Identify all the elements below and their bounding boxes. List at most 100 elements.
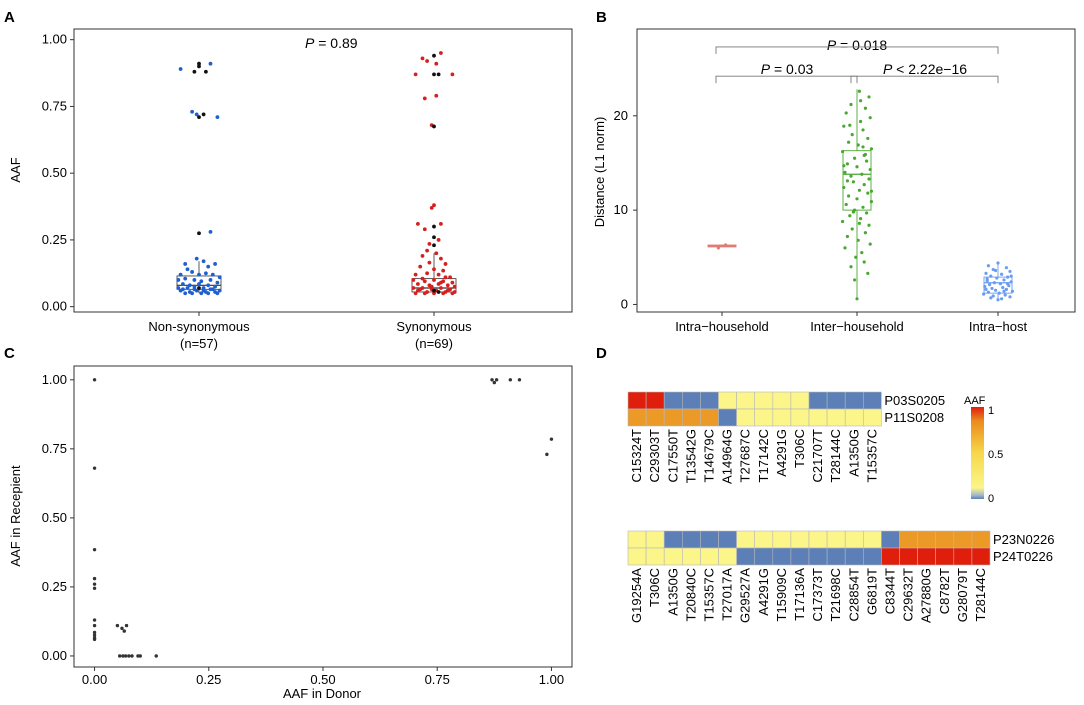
data-point <box>197 286 201 290</box>
data-point <box>716 246 721 250</box>
data-point <box>1009 280 1013 284</box>
heatmap-cell <box>736 391 755 410</box>
panel-b-plot <box>707 89 1015 302</box>
data-point <box>983 284 987 289</box>
data-point <box>92 547 97 552</box>
heatmap-cell <box>754 530 774 549</box>
data-point <box>1004 266 1009 270</box>
heatmap-cell <box>681 530 701 549</box>
data-point <box>420 254 425 258</box>
panel-a-plot <box>176 51 457 296</box>
heatmap-cell <box>627 547 647 566</box>
heatmap-cell <box>790 530 810 549</box>
heatmap-cell <box>971 547 991 566</box>
heatmap-cell <box>718 408 737 427</box>
data-point <box>420 56 425 61</box>
panel-b: B Distance (L1 norm) 0 10 20 Intra−househo… <box>592 9 1076 334</box>
heatmap-column-label: C8344T <box>882 568 897 614</box>
data-point <box>436 290 441 294</box>
heatmap-cell <box>627 530 647 549</box>
data-point <box>436 238 441 242</box>
heatmap-column-label: G6819T <box>864 568 879 615</box>
data-point <box>413 291 418 296</box>
data-point <box>439 221 443 226</box>
data-point <box>416 221 420 226</box>
heatmap-column-label: A27880G <box>919 568 934 623</box>
data-point <box>206 283 211 288</box>
heatmap-cell <box>663 391 683 410</box>
x-tick-label-intra-household: Intra−household <box>675 319 769 334</box>
panel-b-letter: B <box>596 9 607 26</box>
data-point <box>123 654 128 658</box>
heatmap-cell <box>808 547 828 566</box>
data-point <box>183 276 188 281</box>
data-point <box>862 183 866 187</box>
heatmap-column-label: T15357C <box>864 429 879 482</box>
data-point <box>841 219 845 224</box>
aaf-color-legend: AAF 1 0.5 0 <box>964 395 1003 505</box>
data-point <box>413 72 418 77</box>
data-point <box>450 291 455 296</box>
data-point <box>117 654 122 658</box>
data-point <box>849 102 853 107</box>
data-point <box>843 170 847 174</box>
heatmap-row-label: P24T0226 <box>993 549 1053 564</box>
legend-max-label: 1 <box>988 405 994 417</box>
data-point <box>208 230 213 234</box>
heatmap-cell <box>826 408 846 427</box>
heatmap-cell <box>736 408 755 427</box>
data-point <box>991 294 995 298</box>
data-point <box>181 287 185 292</box>
data-point <box>418 287 423 292</box>
data-point <box>861 128 865 132</box>
box <box>842 150 872 211</box>
bracket-p-value: < 2.22e−16 <box>892 61 967 77</box>
x-tick-label: 0.00 <box>82 672 107 687</box>
data-point <box>194 288 199 293</box>
data-point <box>201 259 206 264</box>
x-tick-label: 1.00 <box>539 672 564 687</box>
data-point <box>1006 275 1010 279</box>
heatmap-cell <box>627 391 647 410</box>
data-point <box>869 147 874 151</box>
heatmap-cell <box>826 547 846 566</box>
heatmap-cell <box>700 408 719 427</box>
data-point <box>1006 282 1010 286</box>
heatmap-cell <box>790 547 810 566</box>
data-point <box>436 72 441 77</box>
heatmap-row-label: P23N0226 <box>993 532 1054 547</box>
data-point <box>849 174 853 178</box>
heatmap-cell <box>772 391 792 410</box>
heatmap-cell <box>700 391 719 410</box>
heatmap-cell <box>790 391 810 410</box>
data-point <box>181 282 185 286</box>
heatmap-column-label: T15909C <box>774 568 789 621</box>
data-point <box>443 275 448 280</box>
data-point <box>853 156 857 160</box>
data-point <box>411 286 416 290</box>
data-point <box>199 279 204 284</box>
panel-c-axes: 0.00 0.25 0.50 0.75 1.00 0.00 0.25 0.50 0.75 1.00 <box>42 372 564 687</box>
data-point <box>856 238 860 242</box>
heatmap-column-label: T28144C <box>828 429 843 482</box>
heatmap-cell <box>826 391 846 410</box>
data-point <box>986 264 991 268</box>
bracket-label-inter-household-vs-intra-host: P < 2.22e−16 <box>883 61 967 77</box>
data-point <box>413 272 418 277</box>
data-point <box>992 281 997 285</box>
heatmap-row-label: P03S0205 <box>884 393 945 408</box>
heatmap-cell <box>808 530 828 549</box>
data-point <box>855 197 859 201</box>
panel-a-ylabel: AAF <box>8 157 23 182</box>
data-point <box>842 185 846 190</box>
x-tick-sublabel-synonymous: (n=69) <box>415 336 453 351</box>
data-point <box>190 109 195 114</box>
x-tick-label-non-synonymous: Non-synonymous <box>148 319 250 334</box>
data-point <box>192 69 197 74</box>
data-point <box>857 188 862 192</box>
y-tick-label: 0 <box>621 296 628 311</box>
heatmap-column-label: A4291G <box>774 429 789 477</box>
data-point <box>842 124 846 128</box>
data-point <box>197 64 201 69</box>
data-point <box>429 284 434 289</box>
